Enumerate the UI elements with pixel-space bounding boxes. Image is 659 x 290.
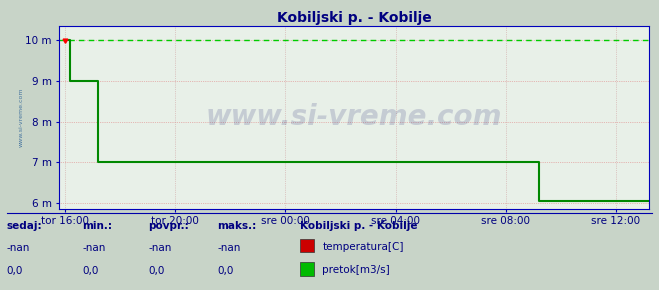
Text: 0,0: 0,0 [82, 266, 99, 276]
Text: www.si-vreme.com: www.si-vreme.com [206, 104, 502, 131]
Text: -nan: -nan [217, 243, 241, 253]
Text: temperatura[C]: temperatura[C] [322, 242, 404, 251]
Text: min.:: min.: [82, 221, 113, 231]
Text: 0,0: 0,0 [148, 266, 165, 276]
Text: pretok[m3/s]: pretok[m3/s] [322, 265, 390, 275]
Text: -nan: -nan [7, 243, 30, 253]
Text: sedaj:: sedaj: [7, 221, 42, 231]
Text: -nan: -nan [82, 243, 105, 253]
Text: povpr.:: povpr.: [148, 221, 189, 231]
Text: -nan: -nan [148, 243, 171, 253]
Title: Kobiljski p. - Kobilje: Kobiljski p. - Kobilje [277, 11, 432, 25]
Text: 0,0: 0,0 [217, 266, 234, 276]
Text: www.si-vreme.com: www.si-vreme.com [18, 88, 24, 147]
Text: Kobiljski p. - Kobilje: Kobiljski p. - Kobilje [300, 221, 417, 231]
Text: maks.:: maks.: [217, 221, 257, 231]
Text: 0,0: 0,0 [7, 266, 23, 276]
